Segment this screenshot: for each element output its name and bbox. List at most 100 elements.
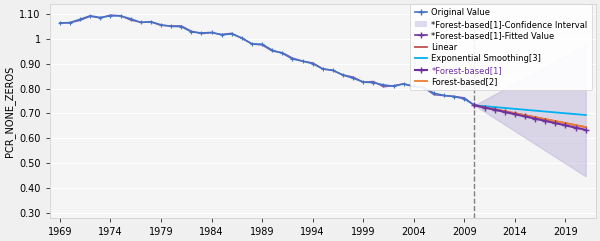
Exponential Smoothing[3] xyxy=(491,106,499,108)
*Forest-based[1]-Fitted Value xyxy=(340,74,347,76)
Original Value xyxy=(86,14,94,17)
Exponential Smoothing[3] xyxy=(471,104,478,107)
Exponential Smoothing[3] xyxy=(552,111,559,114)
Original Value xyxy=(289,58,296,60)
Linear xyxy=(562,122,569,125)
Original Value xyxy=(178,25,185,28)
Line: Exponential Smoothing[3]: Exponential Smoothing[3] xyxy=(475,105,586,115)
Original Value xyxy=(471,104,478,107)
Original Value xyxy=(77,18,84,21)
*Forest-based[1]-Fitted Value xyxy=(279,51,286,54)
Original Value xyxy=(56,22,64,25)
Exponential Smoothing[3] xyxy=(582,114,589,116)
Exponential Smoothing[3] xyxy=(562,112,569,115)
Original Value xyxy=(248,42,256,45)
Linear xyxy=(501,110,508,113)
Exponential Smoothing[3] xyxy=(542,110,549,113)
Line: *Forest-based[1]-Fitted Value: *Forest-based[1]-Fitted Value xyxy=(60,15,475,105)
Linear xyxy=(552,120,559,123)
Exponential Smoothing[3] xyxy=(572,113,579,116)
Linear xyxy=(471,104,478,107)
*Forest-based[1]-Fitted Value xyxy=(97,16,104,19)
*Forest-based[1]-Fitted Value xyxy=(248,43,256,46)
Original Value xyxy=(67,21,74,24)
Original Value xyxy=(117,14,124,17)
*Forest-based[1]-Fitted Value xyxy=(440,94,448,97)
*Forest-based[1]-Fitted Value xyxy=(299,60,306,63)
*Forest-based[1]-Fitted Value xyxy=(390,84,397,87)
*Forest-based[1]-Fitted Value xyxy=(410,85,418,88)
Original Value xyxy=(309,62,316,65)
Original Value xyxy=(329,69,337,72)
*Forest-based[1]-Fitted Value xyxy=(451,95,458,98)
*Forest-based[1]-Fitted Value xyxy=(380,85,387,88)
Original Value xyxy=(370,81,377,84)
*Forest-based[1]-Fitted Value xyxy=(86,15,94,18)
Original Value xyxy=(451,95,458,98)
Original Value xyxy=(400,82,407,85)
*Forest-based[1]-Fitted Value xyxy=(77,19,84,22)
Original Value xyxy=(107,14,114,17)
Forest-based[2] xyxy=(471,104,478,107)
Original Value xyxy=(157,23,164,26)
Forest-based[2] xyxy=(532,116,539,119)
*Forest-based[1]-Fitted Value xyxy=(471,104,478,107)
*Forest-based[1]-Fitted Value xyxy=(400,82,407,85)
*Forest-based[1] xyxy=(521,115,529,118)
Line: *Forest-based[1]: *Forest-based[1] xyxy=(472,102,589,133)
*Forest-based[1]-Fitted Value xyxy=(127,19,134,21)
Forest-based[2] xyxy=(511,112,518,115)
Forest-based[2] xyxy=(552,120,559,123)
Forest-based[2] xyxy=(491,108,499,111)
*Forest-based[1]-Fitted Value xyxy=(309,61,316,64)
Forest-based[2] xyxy=(521,114,529,117)
Original Value xyxy=(279,52,286,55)
*Forest-based[1]-Fitted Value xyxy=(178,24,185,27)
Forest-based[2] xyxy=(562,122,569,125)
Y-axis label: PCR_NONE_ZEROS: PCR_NONE_ZEROS xyxy=(4,65,15,157)
*Forest-based[1]-Fitted Value xyxy=(56,22,64,25)
*Forest-based[1]-Fitted Value xyxy=(289,56,296,59)
Forest-based[2] xyxy=(501,110,508,113)
Exponential Smoothing[3] xyxy=(532,109,539,112)
Original Value xyxy=(228,33,235,35)
*Forest-based[1]-Fitted Value xyxy=(421,86,428,89)
*Forest-based[1] xyxy=(562,124,569,127)
Original Value xyxy=(198,32,205,34)
Exponential Smoothing[3] xyxy=(511,107,518,110)
Forest-based[2] xyxy=(572,124,579,127)
Original Value xyxy=(188,30,195,33)
*Forest-based[1]-Fitted Value xyxy=(117,14,124,17)
*Forest-based[1]-Fitted Value xyxy=(137,21,145,24)
Exponential Smoothing[3] xyxy=(521,108,529,111)
*Forest-based[1] xyxy=(501,111,508,114)
Original Value xyxy=(208,31,215,34)
Original Value xyxy=(299,60,306,63)
*Forest-based[1]-Fitted Value xyxy=(228,32,235,35)
*Forest-based[1] xyxy=(542,120,549,122)
Linear xyxy=(511,112,518,115)
*Forest-based[1]-Fitted Value xyxy=(198,32,205,35)
Original Value xyxy=(350,77,357,80)
Original Value xyxy=(461,97,468,100)
Original Value xyxy=(410,85,418,88)
Original Value xyxy=(127,17,134,20)
Linear xyxy=(572,124,579,127)
Forest-based[2] xyxy=(582,126,589,129)
*Forest-based[1]-Fitted Value xyxy=(269,50,276,53)
Original Value xyxy=(430,92,437,95)
Forest-based[2] xyxy=(481,106,488,109)
*Forest-based[1] xyxy=(481,106,488,109)
Linear xyxy=(532,116,539,119)
*Forest-based[1] xyxy=(572,126,579,129)
*Forest-based[1]-Fitted Value xyxy=(329,69,337,72)
Original Value xyxy=(390,85,397,88)
Exponential Smoothing[3] xyxy=(501,107,508,109)
*Forest-based[1]-Fitted Value xyxy=(167,24,175,27)
Line: Original Value: Original Value xyxy=(58,14,476,107)
Original Value xyxy=(269,49,276,52)
*Forest-based[1] xyxy=(532,117,539,120)
*Forest-based[1]-Fitted Value xyxy=(461,96,468,99)
*Forest-based[1]-Fitted Value xyxy=(107,13,114,16)
Linear xyxy=(481,106,488,109)
